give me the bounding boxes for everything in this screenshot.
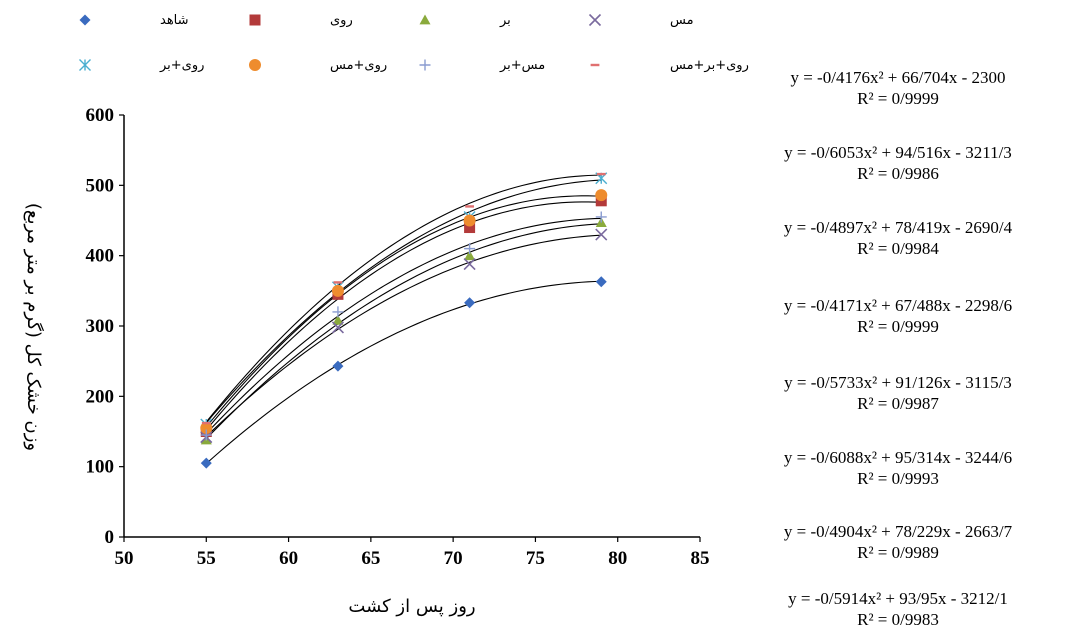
- equation-text: y = -0/5914x² + 93/95x - 3212/1: [788, 589, 1008, 608]
- equation-block: y = -0/6053x² + 94/516x - 3211/3 R² = 0/9…: [784, 143, 1012, 183]
- x-tick-label: 55: [197, 548, 216, 569]
- r-squared-text: R² = 0/9999: [857, 89, 939, 108]
- legend-label: شاهد: [160, 13, 189, 28]
- equation-text: y = -0/4897x² + 78/419x - 2690/4: [784, 218, 1013, 237]
- y-tick-label: 300: [86, 316, 115, 337]
- r-squared-text: R² = 0/9999: [857, 317, 939, 336]
- r-squared-text: R² = 0/9986: [857, 164, 939, 183]
- legend-marker: [419, 59, 431, 71]
- data-point: [595, 211, 607, 223]
- data-point: [332, 314, 344, 325]
- x-tick-label: 60: [279, 548, 298, 569]
- legend-label: بر: [499, 13, 511, 28]
- legend-label: روی+بر+مس: [670, 58, 749, 73]
- y-tick-label: 600: [86, 105, 115, 126]
- data-point: [331, 321, 345, 334]
- equation-text: y = -0/6053x² + 94/516x - 3211/3: [784, 143, 1012, 162]
- data-point: [464, 222, 476, 234]
- y-tick-label: 200: [86, 386, 115, 407]
- equation-text: y = -0/4176x² + 66/704x - 2300: [790, 68, 1005, 87]
- data-point: [200, 429, 212, 441]
- x-tick-label: 80: [608, 548, 627, 569]
- r-squared-text: R² = 0/9989: [857, 543, 939, 562]
- data-point: [464, 297, 476, 309]
- r-squared-text: R² = 0/9987: [857, 394, 939, 413]
- legend-label: روی: [330, 13, 353, 28]
- legend-entry: مس: [588, 13, 694, 28]
- equation-block: y = -0/5733x² + 91/126x - 3115/3 R² = 0/9…: [784, 373, 1012, 413]
- r-squared-text: R² = 0/9983: [857, 610, 939, 629]
- y-tick-label: 500: [86, 175, 115, 196]
- data-point: [463, 258, 476, 271]
- legend-entry: روی: [249, 13, 353, 28]
- data-point: [463, 214, 476, 227]
- x-tick-label: 85: [691, 548, 710, 569]
- trend-curve: [205, 179, 602, 424]
- legend-label: روی+مس: [330, 58, 387, 73]
- legend-entry: بر: [419, 13, 511, 28]
- legend-marker: [249, 59, 261, 71]
- legend: شاهد روی بر مس روی+بر روی+مس مس+بر روی+بر+مس: [79, 13, 749, 73]
- legend-marker: [249, 14, 261, 26]
- legend-entry: شاهد: [79, 13, 189, 28]
- data-point: [332, 306, 344, 318]
- data-point: [595, 189, 608, 202]
- legend-label: مس+بر: [499, 58, 545, 73]
- data-point: [200, 421, 213, 434]
- equation-text: y = -0/5733x² + 91/126x - 3115/3: [784, 373, 1012, 392]
- legend-label: مس: [670, 13, 694, 28]
- legend-marker: [588, 13, 602, 27]
- data-point: [200, 457, 212, 469]
- equation-text: y = -0/4171x² + 67/488x - 2298/6: [784, 296, 1012, 315]
- data-point: [595, 276, 607, 288]
- trend-curve: [205, 280, 602, 464]
- x-tick-label: 50: [115, 548, 134, 569]
- trend-curve: [205, 234, 602, 437]
- legend-entry: مس+بر: [419, 58, 545, 73]
- legend-entry: روی+بر+مس: [590, 58, 749, 73]
- x-axis-ticks: 50 55 60 65 70 75 80 85: [115, 537, 710, 569]
- legend-entry: روی+مس: [249, 58, 387, 73]
- x-tick-label: 65: [361, 548, 380, 569]
- x-tick-label: 70: [444, 548, 463, 569]
- legend-marker: [79, 59, 91, 71]
- equation-block: y = -0/4171x² + 67/488x - 2298/6 R² = 0/9…: [784, 296, 1012, 336]
- y-tick-label: 400: [86, 246, 115, 267]
- y-tick-label: 100: [86, 457, 115, 478]
- equation-block: y = -0/5914x² + 93/95x - 3212/1 R² = 0/99…: [788, 589, 1008, 629]
- x-axis-title: روز پس از کشت: [348, 596, 475, 617]
- r-squared-text: R² = 0/9993: [857, 469, 939, 488]
- data-point: [464, 250, 476, 261]
- trend-curve: [205, 223, 602, 440]
- equation-text: y = -0/4904x² + 78/229x - 2663/7: [784, 522, 1013, 541]
- trend-curve: [205, 174, 602, 423]
- equation-block: y = -0/4904x² + 78/229x - 2663/7 R² = 0/9…: [784, 522, 1013, 562]
- data-point: [331, 284, 344, 297]
- data-point: [595, 228, 608, 241]
- equation-text: y = -0/6088x² + 95/314x - 3244/6: [784, 448, 1012, 467]
- trend-curves: [205, 174, 602, 464]
- legend-label: روی+بر: [159, 58, 204, 73]
- equation-block: y = -0/4897x² + 78/419x - 2690/4 R² = 0/9…: [784, 218, 1013, 258]
- data-point: [464, 243, 476, 255]
- plot-area: 0 100 200 300 400 500 600 50 55 60 65 70 75 80 85: [86, 105, 710, 569]
- x-tick-label: 75: [526, 548, 545, 569]
- trend-curve: [205, 195, 602, 428]
- legend-entry: روی+بر: [79, 58, 204, 73]
- trend-curve: [205, 201, 602, 431]
- equation-block: y = -0/4176x² + 66/704x - 2300 R² = 0/999…: [790, 68, 1005, 108]
- data-point: [332, 360, 344, 372]
- data-points: [200, 172, 608, 469]
- trend-curve: [205, 217, 602, 434]
- y-axis-ticks: 0 100 200 300 400 500 600: [86, 105, 124, 548]
- trend-equations: y = -0/4176x² + 66/704x - 2300 R² = 0/999…: [784, 68, 1013, 629]
- legend-marker: [79, 14, 91, 26]
- legend-marker: [419, 14, 431, 25]
- y-tick-label: 0: [105, 527, 115, 548]
- y-axis-title: وزن خشک کل (گرم بر متر مربع): [23, 203, 45, 451]
- r-squared-text: R² = 0/9984: [857, 239, 939, 258]
- equation-block: y = -0/6088x² + 95/314x - 3244/6 R² = 0/9…: [784, 448, 1012, 488]
